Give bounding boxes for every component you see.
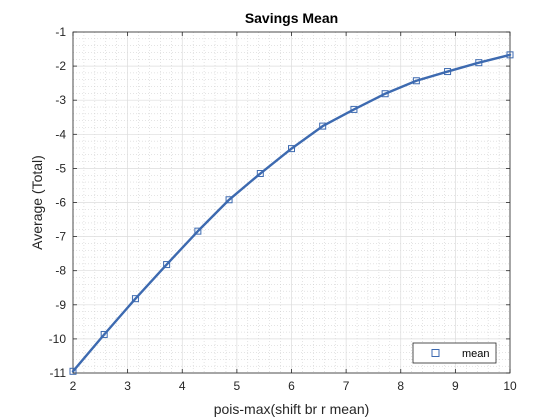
y-tick-label: -4 <box>55 127 66 141</box>
data-point <box>475 59 483 67</box>
y-tick-label: -8 <box>55 264 66 278</box>
x-tick-label: 10 <box>503 379 517 393</box>
y-tick-label: -2 <box>55 59 66 73</box>
x-tick-label: 2 <box>70 379 77 393</box>
y-tick-label: -9 <box>55 298 66 312</box>
y-axis-label: Average (Total) <box>29 155 45 250</box>
data-point <box>506 51 514 59</box>
data-point <box>100 330 108 338</box>
x-axis-label: pois-max(shift br r mean) <box>214 401 370 417</box>
x-tick-label: 4 <box>179 379 186 393</box>
x-tick-label: 5 <box>234 379 241 393</box>
x-tick-label: 6 <box>288 379 295 393</box>
data-point <box>163 261 171 269</box>
x-tick-label: 8 <box>397 379 404 393</box>
x-tick-label: 3 <box>124 379 131 393</box>
y-tick-label: -7 <box>55 230 66 244</box>
data-point <box>444 68 452 76</box>
legend-box <box>412 342 497 364</box>
legend-entry-mean: mean <box>462 348 490 360</box>
x-tick-label: 7 <box>343 379 350 393</box>
legend: mean <box>412 342 497 364</box>
data-point <box>288 145 295 153</box>
minor-grid <box>73 32 510 373</box>
data-point <box>225 196 233 204</box>
data-point <box>381 90 389 98</box>
data-point <box>412 77 420 85</box>
data-point <box>194 227 202 235</box>
legend-marker-mean <box>431 349 440 357</box>
series-layer <box>69 51 514 375</box>
data-point <box>350 105 358 113</box>
y-tick-labels: -11 -10 -9 -8 -7 -6 -5 -4 -3 -2 -1 <box>49 25 67 380</box>
y-tick-label: -5 <box>55 161 66 175</box>
y-tick-label: -3 <box>55 93 66 107</box>
chart-title: Savings Mean <box>245 10 338 26</box>
x-tick-label: 9 <box>452 379 459 393</box>
data-point <box>69 367 77 375</box>
data-point <box>256 170 264 178</box>
y-tick-label: -1 <box>55 25 66 39</box>
y-tick-label: -11 <box>50 366 67 380</box>
y-tick-label: -6 <box>55 196 66 210</box>
x-tick-labels: 2 3 4 5 6 7 8 9 10 <box>70 379 517 393</box>
data-point <box>319 122 327 130</box>
series-line-mean <box>71 53 512 373</box>
data-point <box>131 295 139 303</box>
y-tick-label: -10 <box>49 332 67 346</box>
